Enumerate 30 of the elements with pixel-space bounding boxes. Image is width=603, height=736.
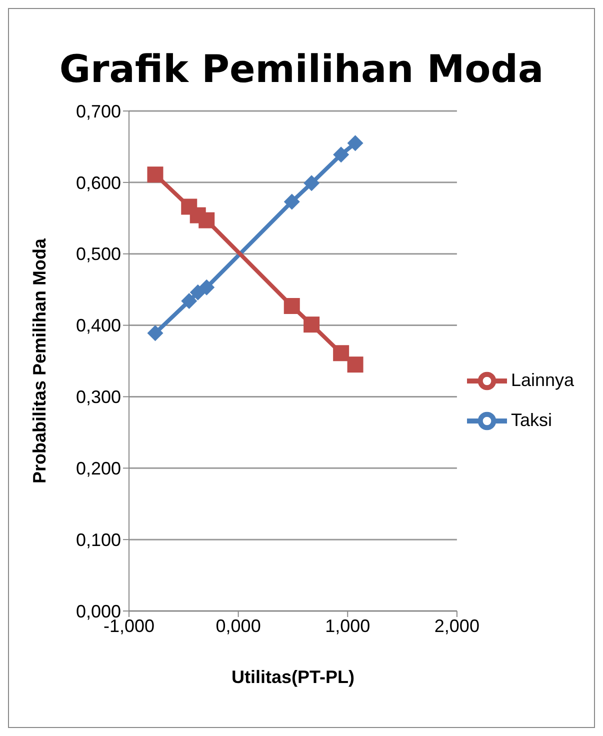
point: [190, 284, 206, 300]
x-tick-label: 2,000: [434, 616, 480, 636]
point: [347, 135, 364, 152]
point: [333, 345, 350, 362]
point: [347, 356, 364, 373]
x-axis-title: Utilitas(PT-PL): [231, 667, 354, 687]
point: [333, 146, 350, 163]
x-tick-label: 1,000: [325, 616, 370, 636]
chart-title: Grafik Pemilihan Moda: [58, 47, 545, 91]
y-axis-title: Probabilitas Pemilihan Moda: [29, 237, 50, 484]
point: [284, 298, 300, 314]
x-tick-label: 0,000: [216, 616, 261, 636]
legend-label: Taksi: [510, 410, 552, 430]
point: [198, 212, 215, 228]
y-tick-label: 0,300: [76, 387, 121, 408]
legend-label: Lainnya: [510, 370, 574, 390]
point: [284, 194, 300, 210]
y-tick-label: 0,600: [76, 172, 121, 193]
y-tick-label: 0,400: [76, 316, 121, 336]
y-tick-label: 0,200: [76, 458, 121, 479]
point: [147, 325, 164, 342]
point: [147, 166, 164, 183]
point: [304, 175, 320, 192]
point: [198, 279, 215, 296]
point: [304, 316, 320, 333]
point: [181, 293, 198, 309]
y-tick-label: 0,000: [76, 601, 121, 622]
y-tick-label: 0,700: [76, 101, 121, 122]
y-tick-label: 0,500: [76, 244, 121, 264]
y-tick-label: 0,100: [76, 530, 121, 550]
